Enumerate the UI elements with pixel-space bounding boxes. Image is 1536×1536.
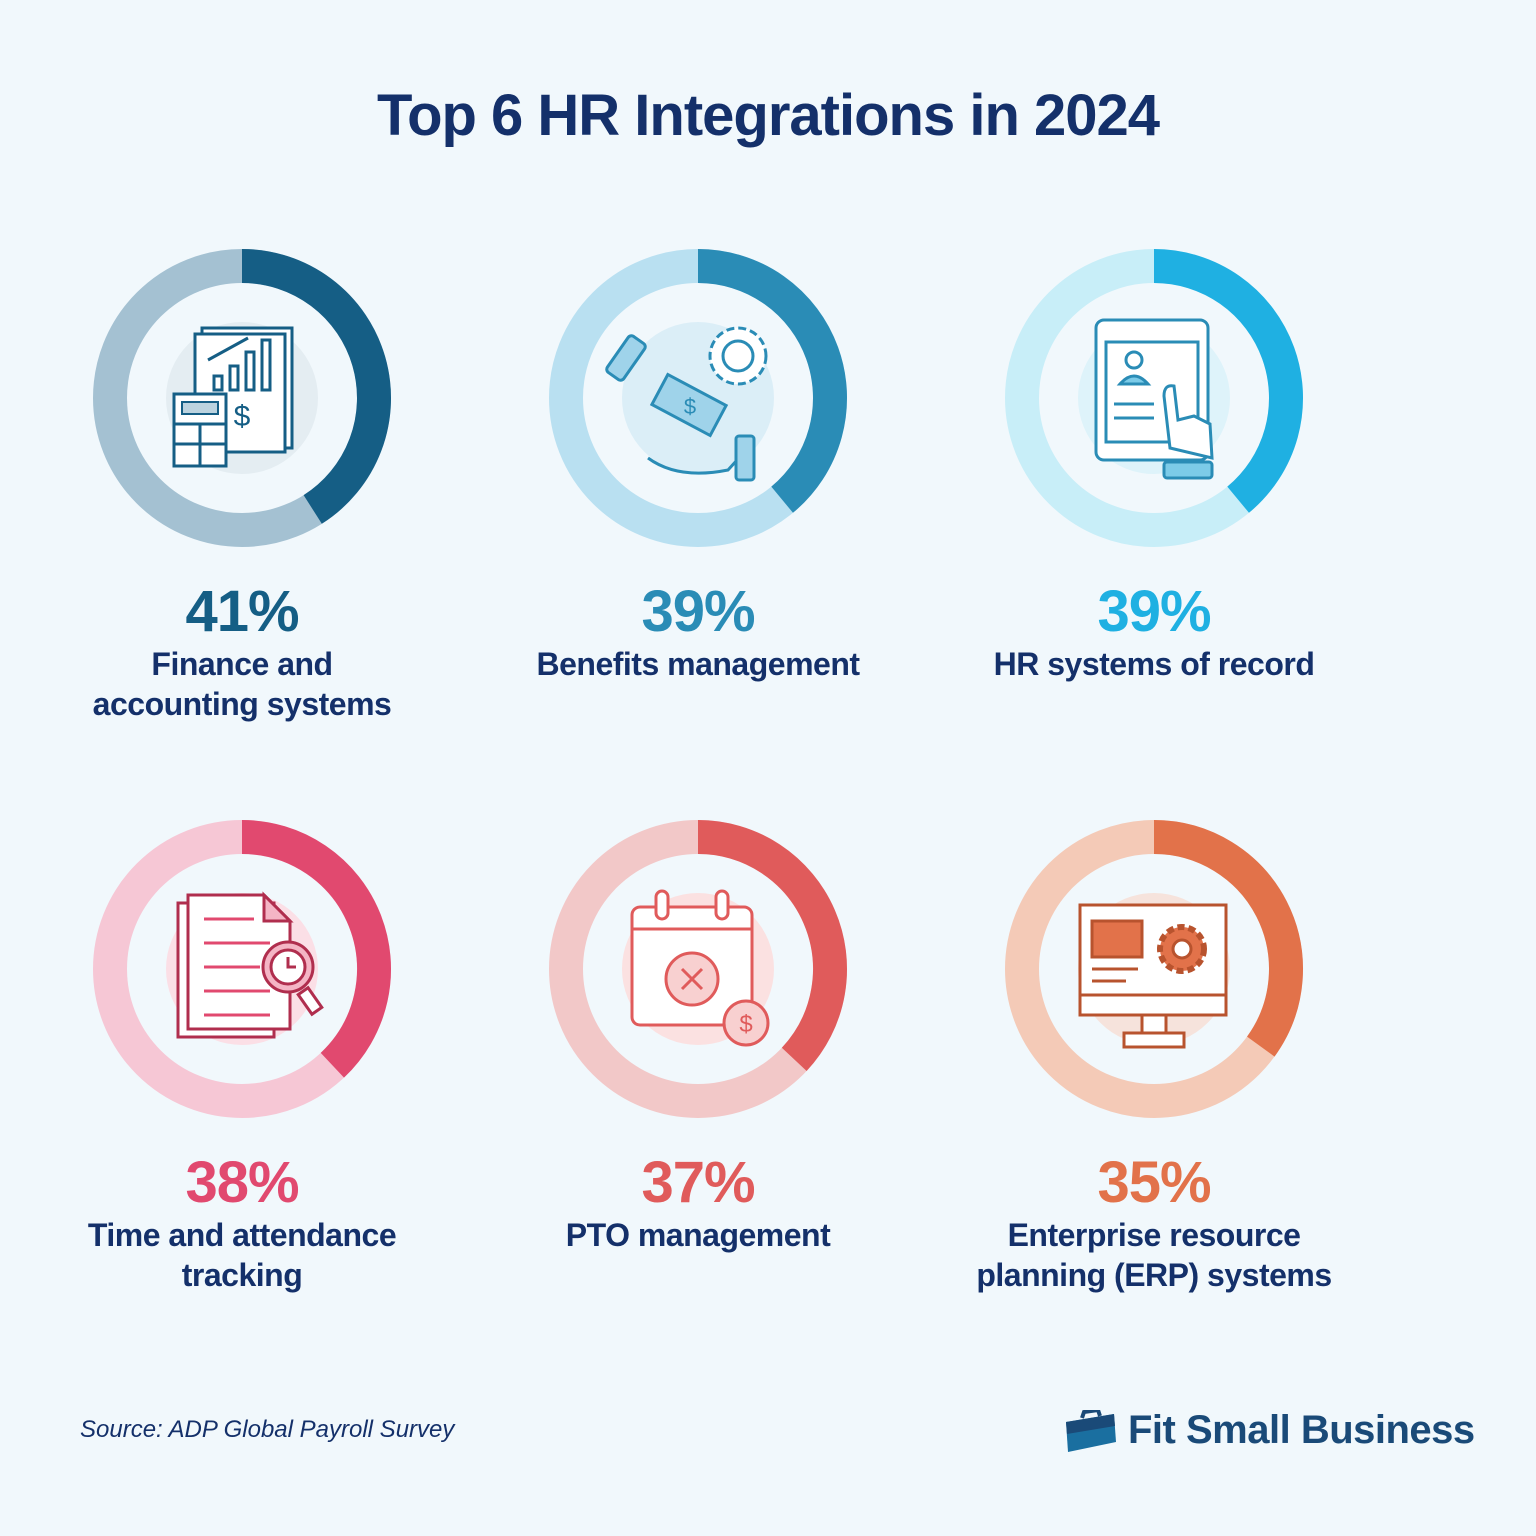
- category-label: PTO management: [478, 1215, 918, 1255]
- monitor-gear-icon: [1078, 893, 1230, 1049]
- tablet-profile-touch-icon: [1078, 318, 1230, 480]
- donut-card: $39% Benefits management: [478, 248, 918, 684]
- percent-label: 39%: [641, 579, 755, 644]
- donut-value-arc: [241, 820, 391, 1078]
- category-label-line: Enterprise resource: [1007, 1217, 1301, 1253]
- donut-chart: [1005, 249, 1303, 547]
- donut-chart: $: [93, 249, 391, 547]
- percent-label: 38%: [185, 1150, 299, 1215]
- category-label-line: Finance and: [151, 646, 333, 682]
- donut-card: $37% PTO management: [478, 819, 918, 1255]
- category-label-line: HR systems of record: [993, 646, 1315, 682]
- category-label: Enterprise resource planning (ERP) system…: [934, 1215, 1374, 1295]
- category-label: Time and attendance tracking: [22, 1215, 462, 1295]
- donut-value-arc: [1153, 249, 1303, 513]
- donut-value-arc: [697, 249, 847, 513]
- category-label-line: planning (ERP) systems: [976, 1257, 1332, 1293]
- percent-label: 37%: [641, 1150, 755, 1215]
- svg-text:$: $: [234, 400, 251, 433]
- percent-label: 35%: [1097, 1150, 1211, 1215]
- briefcase-icon: [1066, 1409, 1116, 1452]
- chart-title: Top 6 HR Integrations in 2024: [376, 83, 1160, 148]
- percent-label: 39%: [1097, 579, 1211, 644]
- donut-value-arc: [1153, 820, 1303, 1057]
- donut-chart: $: [549, 249, 847, 547]
- category-label-line: tracking: [181, 1257, 303, 1293]
- svg-text:$: $: [684, 394, 696, 419]
- category-label-line: PTO management: [565, 1217, 831, 1253]
- finance-calculator-chart-icon: $: [166, 322, 318, 474]
- donut-chart: [93, 820, 391, 1118]
- svg-text:$: $: [739, 1011, 752, 1038]
- category-label: Benefits management: [478, 644, 918, 684]
- percent-label: 41%: [185, 579, 299, 644]
- donut-card: 39% HR systems of record: [934, 248, 1374, 684]
- donut-value-arc: [241, 249, 391, 524]
- donut-card: $41% Finance and accounting systems: [22, 248, 462, 724]
- calendar-cancel-dollar-icon: $: [622, 889, 774, 1047]
- donut-card: 35% Enterprise resource planning (ERP) sys…: [934, 819, 1374, 1295]
- category-label: Finance and accounting systems: [22, 644, 462, 724]
- hand-money-gear-icon: $: [605, 322, 774, 482]
- brand-name: Fit Small Business: [1128, 1408, 1475, 1452]
- category-label-line: Benefits management: [536, 646, 860, 682]
- document-clock-magnifier-icon: [166, 891, 324, 1045]
- donut-chart: $: [549, 820, 847, 1118]
- source-note: Source: ADP Global Payroll Survey: [80, 1416, 455, 1443]
- category-label-line: accounting systems: [92, 686, 392, 722]
- donut-chart: [1005, 820, 1303, 1118]
- category-label-line: Time and attendance: [87, 1217, 397, 1253]
- category-label: HR systems of record: [934, 644, 1374, 684]
- donut-card: 38% Time and attendance tracking: [22, 819, 462, 1295]
- brand-logo: Fit Small Business: [1064, 1408, 1475, 1453]
- donut-value-arc: [697, 820, 847, 1071]
